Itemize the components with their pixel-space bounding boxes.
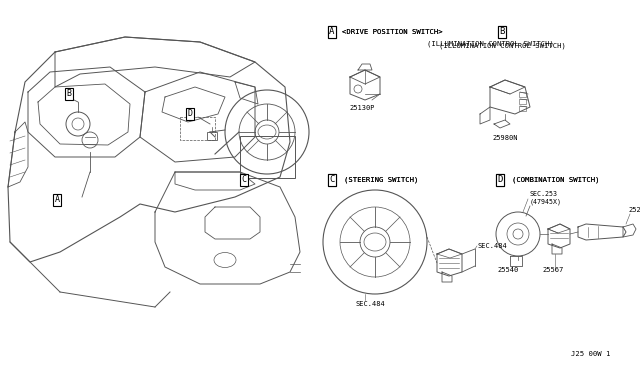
Text: (ILLUMINATION CONTROL SWITCH): (ILLUMINATION CONTROL SWITCH) [427,41,554,47]
Bar [207,132,217,140]
Text: C: C [330,176,335,185]
Bar [519,92,526,97]
Text: 25567: 25567 [542,267,564,273]
Text: (47945X): (47945X) [530,199,562,205]
Text: 25130P: 25130P [349,105,375,111]
Bar [519,106,526,111]
Text: A: A [54,196,60,205]
Text: (COMBINATION SWITCH): (COMBINATION SWITCH) [512,177,600,183]
Text: C: C [330,176,335,185]
Text: SEC.484: SEC.484 [355,301,385,307]
Text: C: C [241,176,246,185]
Text: 25260P: 25260P [628,207,640,213]
Text: B: B [499,28,505,36]
Text: 25980N: 25980N [492,135,518,141]
Text: B: B [499,28,505,36]
Text: (ILLUMINATION CONTROL SWITCH): (ILLUMINATION CONTROL SWITCH) [438,43,565,49]
Text: A: A [330,28,335,36]
Text: D: D [497,176,502,185]
Text: (COMBINATION SWITCH): (COMBINATION SWITCH) [512,177,600,183]
Text: D: D [188,109,193,119]
Bar [240,136,295,178]
Text: (STEERING SWITCH): (STEERING SWITCH) [344,177,419,183]
Text: B: B [67,90,72,99]
Text: J25 00W 1: J25 00W 1 [571,351,610,357]
Bar [519,99,526,104]
Text: (STEERING SWITCH): (STEERING SWITCH) [344,177,419,183]
Text: <DRIVE POSITION SWITCH>: <DRIVE POSITION SWITCH> [342,29,443,35]
Text: SEC.253: SEC.253 [530,191,558,197]
Text: D: D [497,176,502,185]
Text: SEC.484: SEC.484 [477,243,507,249]
Text: <DRIVE POSITION SWITCH>: <DRIVE POSITION SWITCH> [342,29,443,35]
Text: 25540: 25540 [497,267,518,273]
Text: A: A [330,28,335,36]
